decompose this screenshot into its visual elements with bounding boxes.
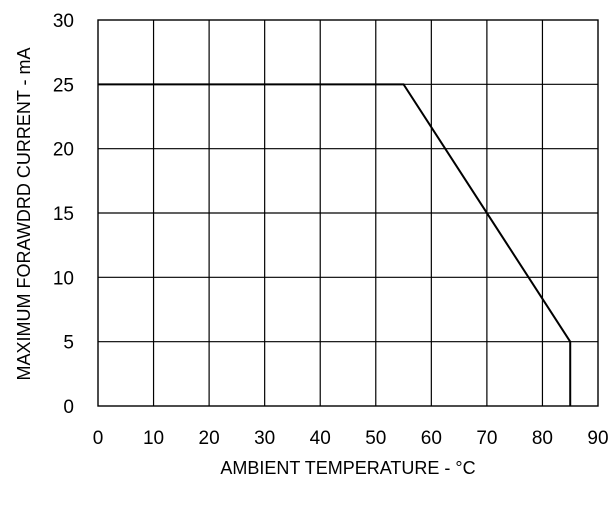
x-tick-label: 50	[365, 428, 386, 449]
x-tick-label: 30	[254, 428, 275, 449]
x-tick-label: 80	[532, 428, 553, 449]
x-tick-label: 20	[199, 428, 220, 449]
y-tick-label: 20	[53, 140, 74, 161]
y-axis-label: MAXIMUM FORAWDRD CURRENT - mA	[14, 48, 34, 381]
y-tick-label: 15	[53, 204, 74, 225]
grid-lines	[98, 20, 598, 406]
x-tick-label: 70	[476, 428, 497, 449]
y-tick-label: 0	[63, 397, 74, 418]
y-tick-label: 5	[63, 333, 74, 354]
series-line	[98, 83, 572, 406]
series-layer	[98, 83, 572, 406]
x-axis-label: AMBIENT TEMPERATURE - °C	[220, 458, 475, 478]
y-axis-tick-labels: 0 5 10 15 20 25 30	[53, 11, 74, 418]
x-tick-label: 60	[421, 428, 442, 449]
x-axis-tick-labels: 0 10 20 30 40 50 60 70 80 90	[93, 428, 609, 449]
x-tick-label: 40	[310, 428, 331, 449]
x-tick-label: 0	[93, 428, 104, 449]
y-tick-label: 30	[53, 11, 74, 32]
x-tick-label: 10	[143, 428, 164, 449]
x-tick-label: 90	[587, 428, 608, 449]
y-tick-label: 25	[53, 75, 74, 96]
plot-area-frame	[97, 19, 599, 407]
y-tick-label: 10	[53, 268, 74, 289]
